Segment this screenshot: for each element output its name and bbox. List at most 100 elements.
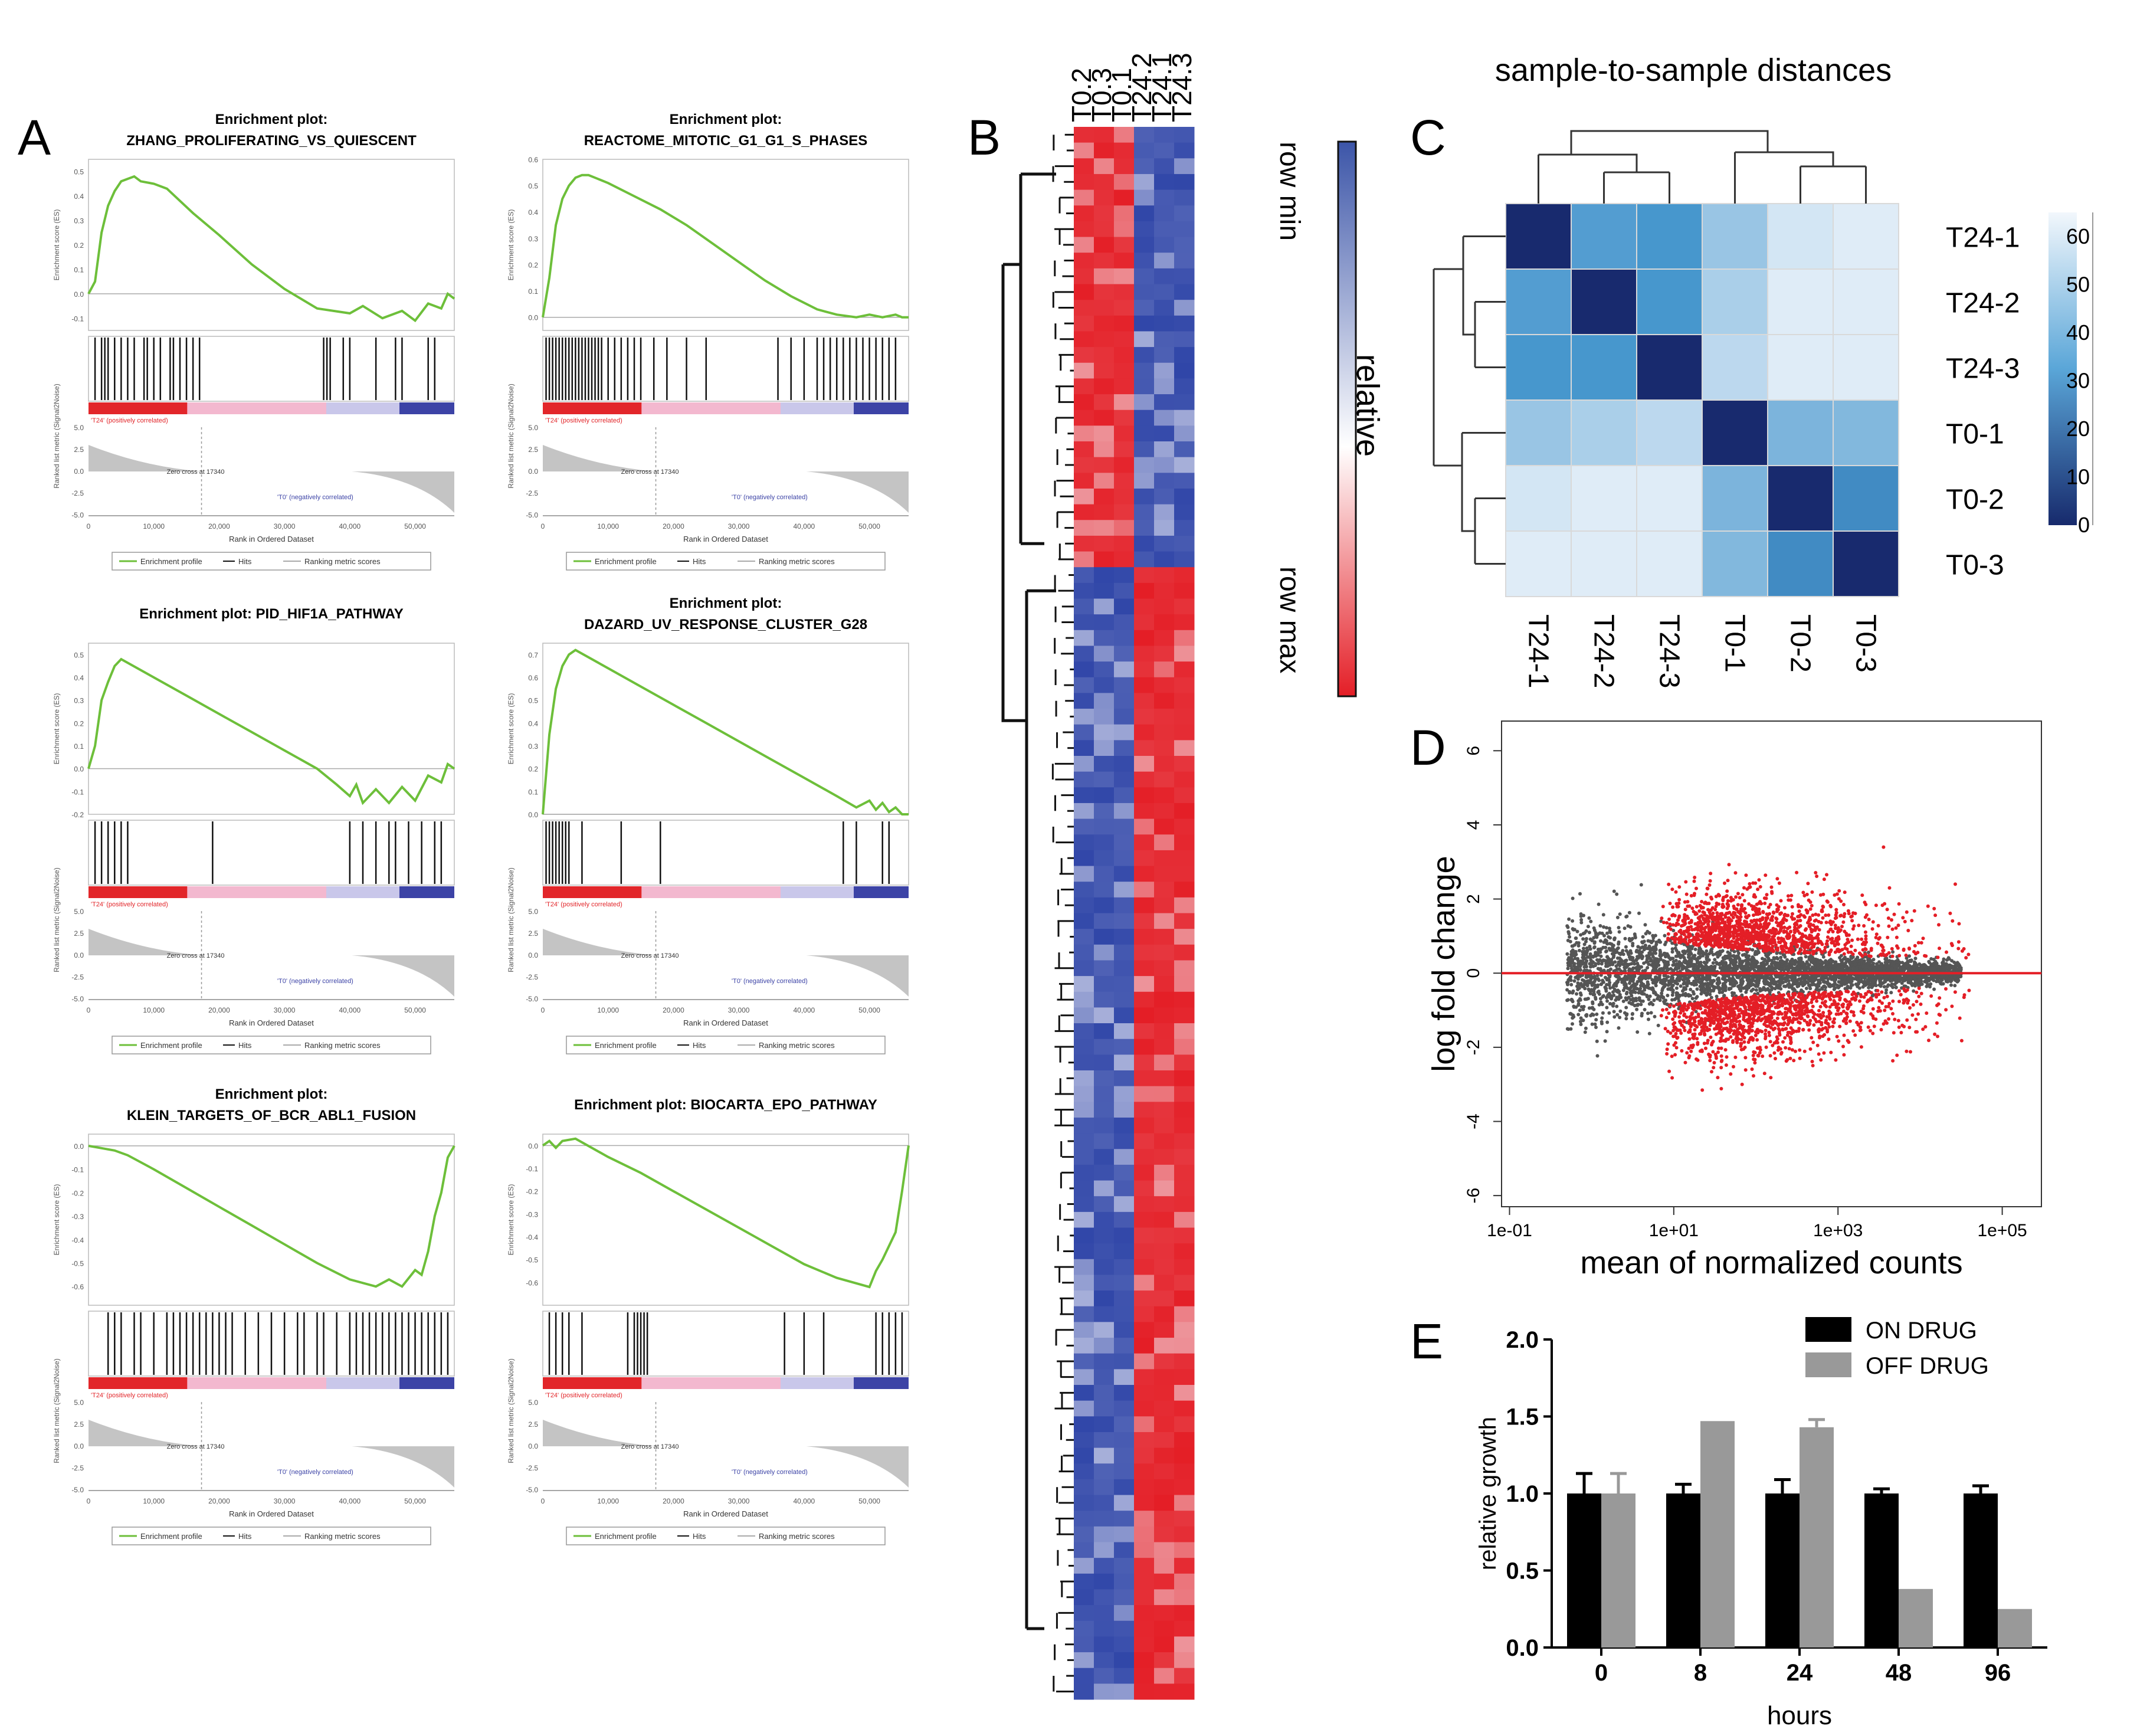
heatmap-cell xyxy=(1074,1039,1094,1055)
gsea-enrichment-curve xyxy=(87,175,455,323)
ma-point xyxy=(1659,957,1663,961)
ma-point xyxy=(1659,940,1663,944)
heatmap-cell xyxy=(1134,976,1155,993)
ma-point xyxy=(1693,954,1697,958)
ma-point xyxy=(1797,984,1801,988)
ma-point xyxy=(1785,977,1789,981)
ma-point xyxy=(1798,957,1802,961)
gsea-metric-ytick: 0.0 xyxy=(74,951,84,959)
heatmap-cell xyxy=(1114,1007,1135,1024)
heatmap-cell xyxy=(1074,1180,1094,1197)
ma-point xyxy=(1698,952,1702,956)
ma-point xyxy=(1612,937,1617,941)
ma-point xyxy=(1729,961,1733,965)
ma-point xyxy=(1768,982,1772,987)
ma-point xyxy=(1778,959,1782,963)
ma-point xyxy=(1617,975,1621,979)
ma-point xyxy=(1949,983,1953,987)
ma-point xyxy=(1741,953,1745,957)
ma-point xyxy=(1617,940,1621,944)
gsea-enrichment-curve xyxy=(542,173,909,319)
ma-point xyxy=(1764,988,1768,992)
ma-point xyxy=(1651,987,1655,991)
panel-label-e: E xyxy=(1410,1314,1443,1369)
ma-point xyxy=(1709,948,1713,952)
heatmap-cell xyxy=(1074,614,1094,631)
heatmap-cell xyxy=(1154,1322,1175,1338)
gsea-ytick: -0.2 xyxy=(526,1188,538,1196)
gsea-xtick: 30,000 xyxy=(728,522,750,530)
ma-point xyxy=(1742,974,1746,978)
ma-point xyxy=(1611,990,1615,994)
heatmap-cell xyxy=(1114,1416,1135,1433)
ma-point xyxy=(1627,968,1631,972)
gsea-ytick: 0.3 xyxy=(528,742,538,751)
ma-point xyxy=(1751,948,1755,952)
heatmap-cell xyxy=(1154,457,1175,473)
ma-point xyxy=(1643,923,1647,927)
ma-point xyxy=(1713,965,1717,968)
heatmap-cell xyxy=(1174,1117,1195,1134)
heatmap-cell xyxy=(1094,1149,1115,1165)
heatmap-cell xyxy=(1134,693,1155,709)
ma-point xyxy=(1596,953,1600,957)
heatmap-cell xyxy=(1134,221,1155,238)
ma-point xyxy=(1589,988,1594,992)
heatmap-cell xyxy=(1134,158,1155,175)
ma-point xyxy=(1646,966,1650,969)
ma-point xyxy=(1604,989,1608,993)
gsea-ytick: 0.6 xyxy=(528,156,538,164)
ma-point xyxy=(1688,949,1692,954)
gsea-ranking-metric-area xyxy=(89,929,454,997)
heatmap-cell xyxy=(1174,1385,1195,1401)
heatmap-cell xyxy=(1134,535,1155,552)
ma-point xyxy=(1652,998,1656,1003)
ma-point xyxy=(1616,980,1620,984)
heatmap-cell xyxy=(1174,677,1195,693)
ma-point xyxy=(1707,975,1712,980)
ma-point xyxy=(1770,965,1774,969)
ma-point xyxy=(1586,997,1590,1001)
heatmap-cell xyxy=(1134,1275,1155,1291)
heatmap-cell xyxy=(1154,1369,1175,1385)
heatmap-cell xyxy=(1074,1007,1094,1024)
distance-colorbar-tick: 10 xyxy=(2066,464,2090,489)
ma-point xyxy=(1569,982,1574,987)
ma-point xyxy=(1619,977,1623,981)
heatmap-cell xyxy=(1174,1511,1195,1527)
gsea-legend-box xyxy=(566,1527,886,1545)
heatmap-cell xyxy=(1094,268,1115,284)
ma-point xyxy=(1569,997,1574,1001)
ma-point xyxy=(1647,1017,1650,1021)
heatmap-cell xyxy=(1094,1070,1115,1087)
heatmap-cell xyxy=(1074,1479,1094,1496)
heatmap-cell xyxy=(1134,1007,1155,1024)
heatmap-cell xyxy=(1094,818,1115,835)
distance-cell xyxy=(1767,268,1834,335)
ma-point xyxy=(1599,1000,1603,1004)
heatmap-cell xyxy=(1094,1102,1115,1118)
ma-point xyxy=(1713,985,1717,989)
distance-cell xyxy=(1571,465,1637,532)
ma-point xyxy=(1932,966,1936,970)
ma-point xyxy=(1582,957,1586,961)
ma-point xyxy=(1718,952,1722,957)
gsea-subtitle: REACTOME_MITOTIC_G1_G1_S_PHASES xyxy=(584,133,868,149)
colorbar-bottom-label: row max xyxy=(1274,566,1305,673)
heatmap-cell xyxy=(1174,787,1195,804)
ma-point xyxy=(1704,952,1708,957)
gsea-metric-ylabel: Ranked list metric (Signal2Noise) xyxy=(53,867,61,972)
ma-point xyxy=(1667,955,1671,959)
gsea-ytick: 0.1 xyxy=(528,788,538,796)
heatmap-cell xyxy=(1134,598,1155,615)
ma-point xyxy=(1791,977,1795,980)
distance-row-label: T0-2 xyxy=(1946,484,2004,516)
heatmap-cell xyxy=(1174,709,1195,725)
ma-point xyxy=(1695,987,1699,991)
ma-point xyxy=(1601,959,1604,963)
ma-point xyxy=(1597,962,1601,965)
ma-point xyxy=(1845,965,1849,969)
ma-point xyxy=(1643,968,1647,972)
ma-point xyxy=(1598,997,1602,1001)
heatmap-cell xyxy=(1114,331,1135,348)
